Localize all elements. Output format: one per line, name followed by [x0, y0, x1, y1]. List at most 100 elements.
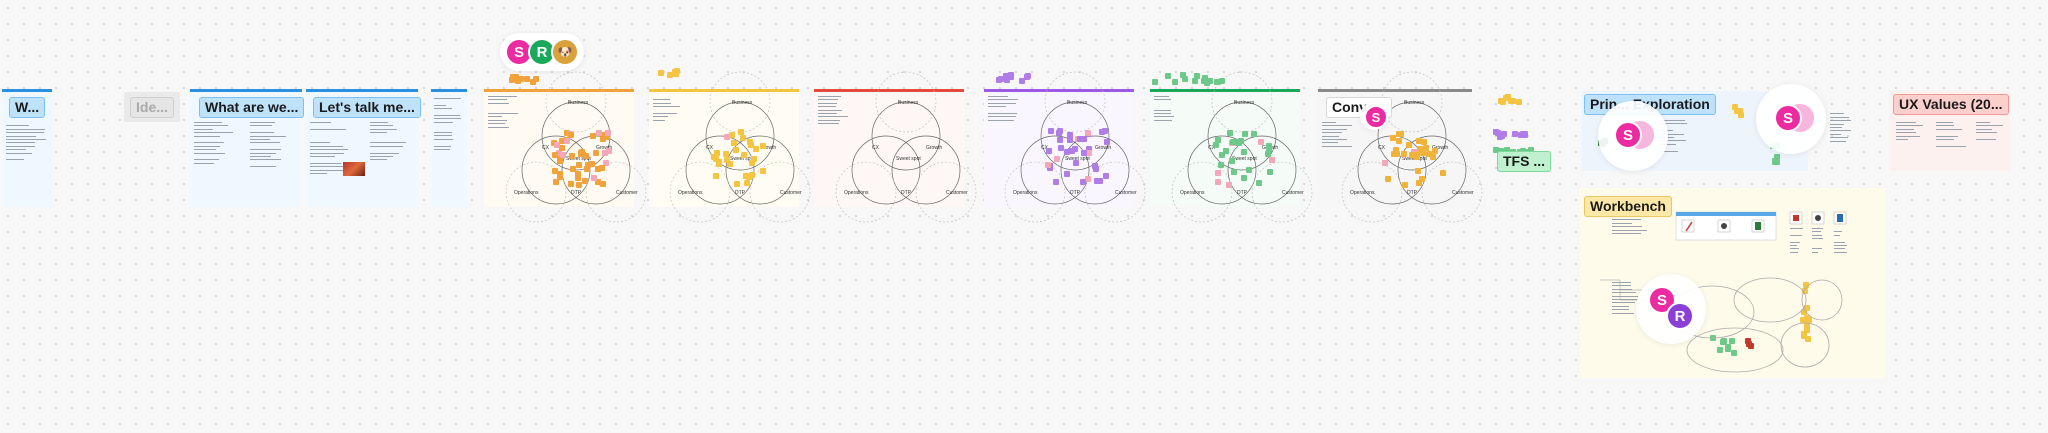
sticky-note[interactable] [601, 131, 608, 138]
sticky-note[interactable] [1804, 327, 1811, 334]
sticky-note[interactable] [1045, 161, 1052, 168]
sticky-note[interactable] [567, 180, 574, 187]
sticky-note[interactable] [751, 155, 758, 162]
sticky-note[interactable] [1085, 145, 1092, 152]
sticky-note[interactable] [1004, 76, 1011, 83]
frame-1-title[interactable]: W... [9, 97, 46, 118]
sticky-note[interactable] [1102, 128, 1109, 135]
sticky-note[interactable] [712, 172, 719, 179]
sticky-note[interactable] [759, 168, 766, 175]
sticky-note[interactable] [600, 135, 607, 142]
sticky-note[interactable] [1056, 129, 1063, 136]
sticky-note[interactable] [1191, 77, 1198, 84]
sticky-note[interactable] [1057, 144, 1064, 151]
sticky-note[interactable] [1099, 129, 1106, 136]
sticky-note[interactable] [558, 138, 565, 145]
sticky-note[interactable] [1414, 151, 1421, 158]
tfs-title[interactable]: TFS ... [1497, 151, 1551, 172]
sticky-note[interactable] [1426, 151, 1433, 158]
sticky-note[interactable] [1085, 130, 1092, 137]
sticky-note[interactable] [1389, 134, 1396, 141]
sticky-note[interactable] [1093, 178, 1100, 185]
sticky-note[interactable] [1226, 129, 1233, 136]
sticky-note[interactable] [1234, 139, 1241, 146]
sticky-note[interactable] [1801, 332, 1808, 339]
sticky-note[interactable] [575, 170, 582, 177]
sticky-note[interactable] [1229, 139, 1236, 145]
sticky-note[interactable] [1214, 137, 1221, 144]
sticky-note[interactable] [760, 143, 767, 150]
sticky-note[interactable] [1774, 153, 1781, 160]
frame-8-red[interactable] [814, 89, 964, 207]
sticky-note[interactable] [1733, 108, 1740, 115]
sticky-note[interactable] [559, 152, 566, 159]
sticky-note[interactable] [729, 132, 736, 139]
sticky-note[interactable] [1265, 143, 1272, 150]
frame-4-title[interactable]: Let's talk me... [313, 97, 421, 118]
sticky-note[interactable] [1086, 150, 1093, 157]
sticky-note[interactable] [1409, 151, 1416, 158]
sticky-note[interactable] [584, 165, 591, 172]
sticky-note[interactable] [749, 160, 756, 167]
sticky-note[interactable] [1774, 158, 1781, 165]
sticky-note[interactable] [569, 152, 576, 159]
sticky-note[interactable] [742, 173, 749, 180]
collaborator-avatar[interactable]: R [1666, 302, 1694, 330]
sticky-note[interactable] [604, 133, 611, 140]
sticky-note[interactable] [1393, 146, 1400, 153]
sticky-note[interactable] [594, 166, 601, 173]
collaborator-avatar[interactable]: S [1774, 104, 1802, 132]
sticky-note[interactable] [570, 165, 577, 172]
sticky-note[interactable] [1204, 79, 1211, 86]
sticky-note[interactable] [1097, 178, 1104, 185]
sticky-note[interactable] [746, 138, 753, 145]
sticky-note[interactable] [1511, 130, 1518, 137]
sticky-note[interactable] [1804, 304, 1811, 311]
sticky-note[interactable] [588, 161, 595, 168]
sticky-note[interactable] [724, 133, 731, 140]
sticky-note[interactable] [1076, 136, 1083, 143]
sticky-note[interactable] [726, 161, 733, 168]
sticky-note[interactable] [1517, 131, 1524, 138]
sticky-note[interactable] [667, 71, 674, 78]
sticky-note[interactable] [1164, 73, 1171, 80]
sticky-note[interactable] [1266, 169, 1273, 176]
sticky-note[interactable] [737, 128, 744, 135]
sticky-note[interactable] [1201, 74, 1208, 81]
sticky-note[interactable] [598, 164, 605, 171]
sticky-note[interactable] [712, 156, 719, 163]
sticky-note[interactable] [594, 178, 601, 185]
sticky-note[interactable] [1419, 176, 1426, 183]
sticky-note[interactable] [1171, 79, 1178, 86]
sticky-note[interactable] [576, 162, 583, 169]
sticky-note[interactable] [1745, 341, 1752, 348]
sticky-note[interactable] [582, 152, 589, 159]
photo-thumbnail[interactable] [343, 162, 365, 176]
sticky-note[interactable] [1067, 132, 1074, 139]
sticky-note[interactable] [564, 137, 571, 144]
sticky-note[interactable] [603, 159, 610, 166]
sticky-note[interactable] [1264, 150, 1271, 157]
sticky-note[interactable] [1724, 343, 1731, 350]
sticky-note[interactable] [1415, 168, 1422, 175]
sticky-note[interactable] [1405, 142, 1412, 149]
sticky-note[interactable] [1064, 148, 1071, 155]
sticky-note[interactable] [1223, 147, 1230, 154]
sticky-note[interactable] [517, 75, 524, 82]
sticky-note[interactable] [1519, 147, 1526, 154]
sticky-note[interactable] [1493, 147, 1500, 153]
sticky-note[interactable] [1268, 157, 1275, 164]
sticky-note[interactable] [1103, 138, 1110, 145]
sticky-note[interactable] [1432, 148, 1439, 155]
sticky-note[interactable] [559, 145, 566, 152]
sticky-note[interactable] [605, 129, 612, 136]
sticky-note[interactable] [1494, 130, 1501, 137]
sticky-note[interactable] [600, 180, 607, 187]
sticky-note[interactable] [1401, 181, 1408, 188]
sticky-note[interactable] [1084, 176, 1091, 183]
sticky-note[interactable] [1081, 135, 1088, 142]
sticky-note[interactable] [1242, 130, 1249, 137]
sticky-note[interactable] [1510, 98, 1517, 105]
sticky-note[interactable] [1728, 337, 1735, 344]
sticky-note[interactable] [997, 75, 1004, 82]
